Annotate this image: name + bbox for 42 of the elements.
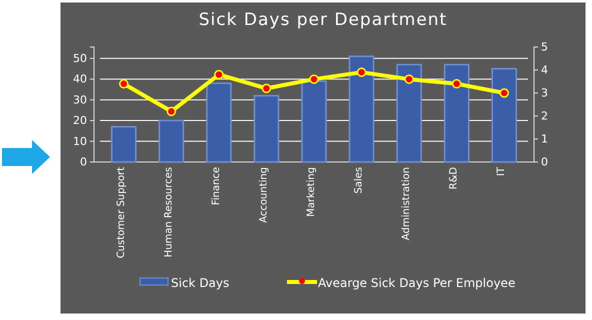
bar <box>491 68 517 163</box>
x-tick-label: IT <box>496 166 508 176</box>
bar <box>348 56 374 163</box>
x-tick-label: Human Resources <box>163 167 174 258</box>
x-tick-label: Finance <box>210 167 222 206</box>
x-tick-label: Marketing <box>306 167 317 217</box>
x-tick-label: Administration <box>401 167 412 240</box>
y-tick-label: 10 <box>73 134 87 148</box>
bar <box>301 80 327 163</box>
point <box>309 74 319 84</box>
x-tick-label: Customer Support <box>116 166 127 258</box>
y2-tick-label: 0 <box>541 156 548 169</box>
bar <box>206 82 232 163</box>
point <box>499 88 509 98</box>
point <box>262 84 272 94</box>
legend-label: Sick Days <box>171 276 230 290</box>
bar <box>254 94 280 163</box>
y-tick-label: 40 <box>73 72 87 86</box>
bar <box>158 120 184 163</box>
legend-label: Avearge Sick Days Per Employee <box>318 276 516 290</box>
y2-tick-label: 2 <box>541 110 548 123</box>
bar <box>444 64 470 163</box>
bar <box>111 126 137 163</box>
point <box>214 70 224 80</box>
x-tick-label: Accounting <box>258 167 270 223</box>
point <box>404 74 414 84</box>
x-tick-label: R&D <box>448 166 460 190</box>
y-tick-label: 30 <box>73 93 87 106</box>
y2-tick-label: 4 <box>541 64 548 77</box>
x-tick-label: Sales <box>354 167 365 194</box>
y2-tick-label: 3 <box>541 86 548 100</box>
point <box>452 79 462 89</box>
y2-tick-label: 1 <box>541 132 548 146</box>
point <box>119 79 129 89</box>
chart-title: Sick Days per Department <box>198 10 448 30</box>
y-tick-label: 50 <box>73 52 87 65</box>
y2-tick-label: 5 <box>541 40 548 54</box>
y-tick-label: 20 <box>73 114 87 128</box>
y-tick-label: 0 <box>80 156 87 169</box>
point <box>166 106 176 116</box>
point <box>356 68 366 78</box>
bar <box>396 64 422 163</box>
